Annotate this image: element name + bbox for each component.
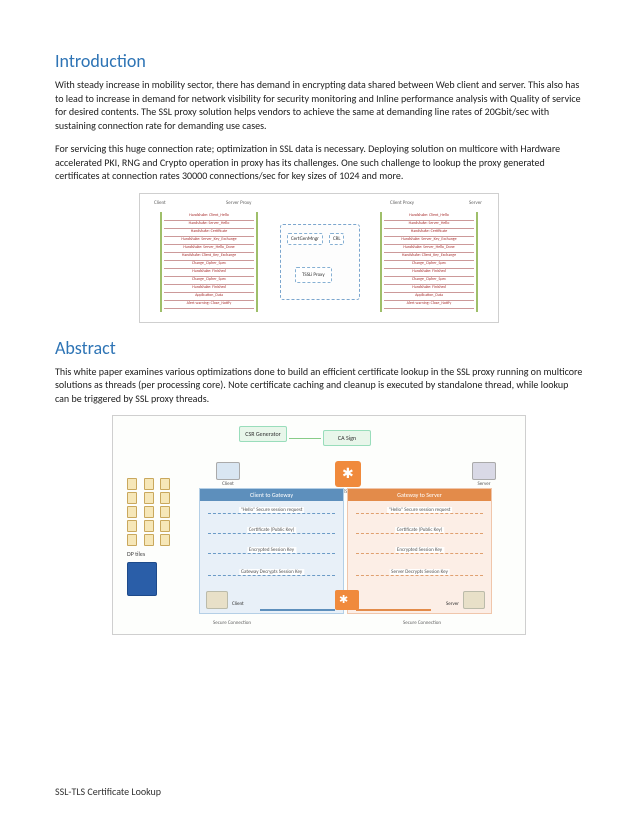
d2-zone-left: Client to Gateway "Hello" Secure session…: [199, 488, 344, 614]
ladder-step: Alert warning: Close_Notify: [164, 300, 254, 309]
d2-bottom-server: Server: [446, 601, 459, 607]
d2-dp-label: DP tiles: [127, 550, 187, 558]
diagram-2-wrap: CSR Generator CA Sign Client TSSLi Serve…: [55, 415, 583, 635]
d1-crl-box: CRL: [329, 233, 344, 245]
d2-arrow-r5: Server Decrypts Session Key: [389, 569, 450, 575]
d2-tssli-node: [335, 461, 361, 487]
d2-client-label: Client: [222, 481, 234, 487]
d1-label-server-proxy: Server Proxy: [226, 200, 251, 206]
d1-label-server: Server: [469, 200, 482, 206]
d2-zone-right-title: Gateway to Server: [348, 489, 491, 501]
diagram-1-wrap: Client Server Proxy Client Proxy Server …: [55, 193, 583, 323]
d2-arrow-r1: "Hello" Secure session request: [387, 507, 453, 513]
d1-center-group: CertGenMngr CRL TSSLi Proxy: [280, 224, 360, 300]
d2-ca-box: CA Sign: [323, 430, 371, 446]
abstract-paragraph-1: This white paper examines various optimi…: [55, 365, 583, 406]
d2-zone-left-title: Client to Gateway: [200, 489, 343, 501]
d1-tssli-box: TSSLi Proxy: [295, 267, 332, 283]
ssl-handshake-diagram: Client Server Proxy Client Proxy Server …: [139, 193, 499, 323]
d2-arrow-l4: Gateway Decrypts Session Key: [239, 569, 304, 575]
d2-secure-left: Secure Connection: [213, 620, 251, 626]
d2-server-label: Server: [477, 481, 490, 487]
d2-zone-right: Gateway to Server "Hello" Secure session…: [347, 488, 492, 614]
introduction-paragraph-2: For servicing this huge connection rate;…: [55, 142, 583, 183]
introduction-paragraph-1: With steady increase in mobility sector,…: [55, 78, 583, 132]
d1-label-client: Client: [154, 200, 166, 206]
d2-client-node: Client: [213, 462, 243, 487]
d2-arrow-r2: Certificate (Public Key): [395, 527, 445, 533]
page-footer: SSL-TLS Certificate Lookup: [55, 785, 161, 798]
d2-arrow-l3: Encrypted Session Key: [247, 547, 296, 553]
d2-arrow-l1: "Hello" Secure session request: [239, 507, 305, 513]
d2-server-node: Server: [469, 462, 499, 487]
d2-arrow-r3: Encrypted Session Key: [395, 547, 444, 553]
d2-dp-tiles: DP tiles: [127, 478, 187, 596]
d1-certgen-box: CertGenMngr: [287, 233, 323, 245]
d1-left-ladder: Handshake: Client_HelloHandshake: Server…: [154, 212, 264, 312]
abstract-heading: Abstract: [55, 337, 583, 359]
d2-csr-box: CSR Generator: [239, 426, 287, 442]
introduction-heading: Introduction: [55, 50, 583, 72]
d2-bottom-client: Client: [232, 601, 244, 607]
d1-label-client-proxy: Client Proxy: [390, 200, 414, 206]
ladder-step: Alert warning: Close_Notify: [384, 300, 474, 309]
d2-secure-right: Secure Connection: [403, 620, 441, 626]
d1-right-ladder: Handshake: Client_HelloHandshake: Server…: [374, 212, 484, 312]
tssli-architecture-diagram: CSR Generator CA Sign Client TSSLi Serve…: [112, 415, 526, 635]
d2-arrow-l2: Certificate (Public Key): [247, 527, 297, 533]
